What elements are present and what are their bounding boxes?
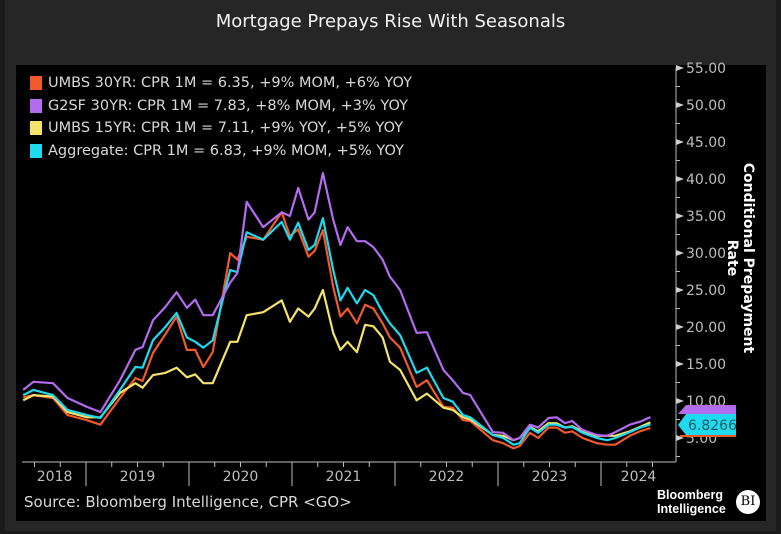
legend-label: G2SF 30YR: CPR 1M = 7.83, +8% MOM, +3% Y… bbox=[48, 97, 408, 114]
chart-title: Mortgage Prepays Rise With Seasonals bbox=[215, 11, 566, 32]
source-note: Source: Bloomberg Intelligence, CPR <GO> bbox=[24, 493, 352, 511]
series-line-2 bbox=[22, 288, 651, 442]
y-tick-label: 15.00 bbox=[686, 357, 726, 373]
legend: UMBS 30YR: CPR 1M = 6.35, +9% MOM, +6% Y… bbox=[30, 72, 412, 162]
legend-item: UMBS 15YR: CPR 1M = 7.11, +9% YOY, +5% Y… bbox=[30, 117, 412, 140]
legend-label: Aggregate: CPR 1M = 6.83, +9% MOM, +5% Y… bbox=[48, 142, 404, 159]
legend-item: G2SF 30YR: CPR 1M = 7.83, +8% MOM, +3% Y… bbox=[30, 95, 412, 118]
x-tick-label: 2023 bbox=[532, 469, 568, 485]
x-tick-label: 2022 bbox=[429, 469, 465, 485]
y-tick-label: 45.00 bbox=[686, 135, 726, 151]
x-tick-label: 2021 bbox=[326, 469, 362, 485]
y-tick-label: 25.00 bbox=[686, 283, 726, 299]
y-axis: 5.0010.0015.0020.0025.0030.0035.0040.004… bbox=[675, 61, 726, 462]
last-value-label: 6.8266 bbox=[688, 418, 737, 434]
y-tick-mark bbox=[676, 324, 684, 330]
legend-swatch bbox=[30, 98, 42, 113]
brand-line2: Intelligence bbox=[657, 502, 726, 516]
y-tick-mark bbox=[676, 65, 684, 71]
y-tick-mark bbox=[676, 213, 684, 219]
legend-swatch bbox=[30, 143, 42, 158]
y-tick-mark bbox=[676, 139, 684, 145]
x-tick-label: 2024 bbox=[621, 469, 657, 485]
x-tick-label: 2019 bbox=[120, 469, 156, 485]
legend-label: UMBS 15YR: CPR 1M = 7.11, +9% YOY, +5% Y… bbox=[48, 120, 404, 136]
y-tick-mark bbox=[676, 361, 684, 367]
series-lines bbox=[22, 172, 651, 450]
y-tick-mark bbox=[676, 102, 684, 108]
legend-swatch bbox=[30, 121, 42, 136]
y-axis-title: Conditional Prepayment Rate bbox=[724, 162, 756, 354]
bloomberg-intelligence-logo: Bloomberg Intelligence bbox=[657, 488, 726, 516]
y-tick-label: 50.00 bbox=[686, 98, 726, 114]
y-tick-label: 30.00 bbox=[686, 246, 726, 262]
y-tick-label: 35.00 bbox=[686, 209, 726, 225]
legend-swatch bbox=[30, 76, 42, 91]
plot-area bbox=[16, 65, 766, 521]
y-tick-mark bbox=[676, 435, 684, 441]
x-axis: 2018 2019 2020 2021 2022 2023 2024 bbox=[22, 461, 676, 486]
x-tick-label: 2020 bbox=[223, 469, 259, 485]
legend-item: UMBS 30YR: CPR 1M = 6.35, +9% MOM, +6% Y… bbox=[30, 72, 412, 95]
y-tick-label: 20.00 bbox=[686, 320, 726, 336]
last-value-tag: 6.8266 bbox=[678, 405, 737, 437]
x-tick-label: 2018 bbox=[37, 469, 73, 485]
aggregate-value-marker bbox=[678, 414, 736, 435]
y-tick-label: 55.00 bbox=[686, 61, 726, 77]
series-line-1 bbox=[22, 172, 651, 442]
series-line-0 bbox=[22, 211, 651, 450]
y-tick-mark bbox=[676, 398, 684, 404]
y-tick-mark bbox=[676, 287, 684, 293]
series-line-3 bbox=[22, 217, 651, 446]
y-tick-label: 40.00 bbox=[686, 172, 726, 188]
bi-badge-icon: BI bbox=[736, 490, 760, 514]
y-tick-mark bbox=[676, 176, 684, 182]
legend-item: Aggregate: CPR 1M = 6.83, +9% MOM, +5% Y… bbox=[30, 140, 412, 163]
y-tick-mark bbox=[676, 250, 684, 256]
brand-line1: Bloomberg bbox=[657, 488, 723, 502]
legend-label: UMBS 30YR: CPR 1M = 6.35, +9% MOM, +6% Y… bbox=[48, 75, 412, 91]
purple-value-marker bbox=[678, 405, 736, 414]
